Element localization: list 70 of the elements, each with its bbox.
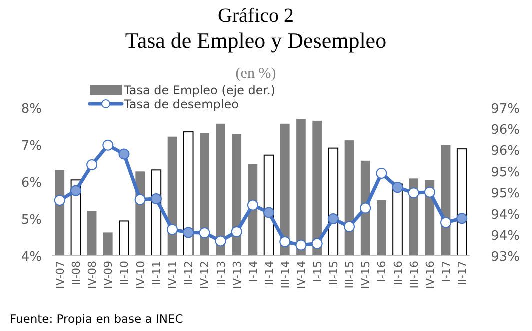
x-tick-label: II-08 [70, 261, 83, 286]
point [86, 159, 98, 170]
point [360, 202, 372, 214]
source-note: Fuente: Propia en base a INEC [10, 312, 184, 326]
legend-label: Tasa de Empleo (eje der.) [123, 84, 276, 98]
point [424, 186, 436, 198]
x-tick-label: I-15 [311, 261, 324, 282]
chart-subtitle: (en %) [236, 66, 276, 82]
point [344, 221, 355, 232]
y2-tick-label: 93% [491, 250, 520, 265]
point [392, 182, 404, 194]
point [183, 227, 194, 238]
point [134, 194, 146, 206]
point [70, 185, 82, 196]
y-tick-label: 7% [21, 139, 42, 154]
point [264, 207, 275, 218]
x-tick-label: IV-12 [198, 261, 212, 290]
point [408, 188, 420, 199]
point [215, 236, 226, 247]
x-tick-label: II-15 [327, 261, 340, 286]
x-tick-label: II-14 [263, 261, 276, 286]
x-tick-label: IV-16 [424, 261, 437, 290]
x-tick-label: III-16 [408, 261, 421, 289]
point [456, 213, 468, 224]
point [167, 224, 178, 236]
y-tick-label: 8% [21, 102, 42, 117]
x-tick-label: I-14 [246, 261, 260, 282]
point [54, 195, 66, 206]
legend-label: Tasa de desempleo [123, 98, 239, 112]
y-tick-label: 6% [21, 176, 42, 191]
x-tick-label: I-16 [376, 261, 389, 282]
point [440, 217, 452, 228]
y2-tick-label: 97% [491, 102, 520, 117]
x-tick-label: IV-08 [86, 261, 100, 290]
y-tick-label: 5% [21, 213, 42, 228]
x-tick-label: IV-13 [230, 261, 244, 290]
point [280, 236, 291, 248]
x-tick-label: II-11 [150, 261, 164, 286]
x-tick-label: II-12 [182, 261, 196, 286]
x-tick-label: IV-10 [134, 261, 148, 290]
point [296, 240, 307, 251]
point [199, 228, 210, 239]
x-tick-label: II-16 [392, 261, 405, 286]
x-tick-label: IV-14 [295, 261, 308, 290]
x-tick-label: IV-15 [360, 261, 373, 290]
point [150, 194, 162, 205]
x-tick-label: III-14 [279, 261, 292, 289]
y2-tick-label: 96% [491, 123, 520, 138]
y2-tick-label: 94% [491, 208, 520, 223]
point [376, 168, 388, 179]
point [247, 200, 258, 211]
y2-tick-label: 96% [491, 144, 520, 160]
x-tick-label: II-17 [456, 261, 470, 286]
point [102, 140, 114, 151]
y2-tick-label: 95% [491, 186, 520, 202]
x-tick-label: IV-11 [166, 261, 180, 290]
point [312, 238, 323, 250]
x-tick-label: III-15 [343, 261, 356, 289]
y2-tick-label: 94% [491, 228, 520, 244]
y2-tick-label: 95% [491, 165, 520, 180]
point [118, 148, 130, 160]
point [328, 214, 339, 224]
y-tick-label: 4% [21, 250, 42, 265]
point [231, 226, 242, 238]
x-tick-label: IV-09 [102, 261, 116, 290]
x-tick-label: II-10 [118, 261, 132, 286]
x-tick-label: I-17 [440, 261, 454, 282]
x-tick-label: IV-07 [54, 261, 67, 290]
chart-title: Gráfico 2 Tasa de Empleo y Desempleo [125, 5, 387, 53]
x-tick-label: II-13 [214, 261, 228, 286]
